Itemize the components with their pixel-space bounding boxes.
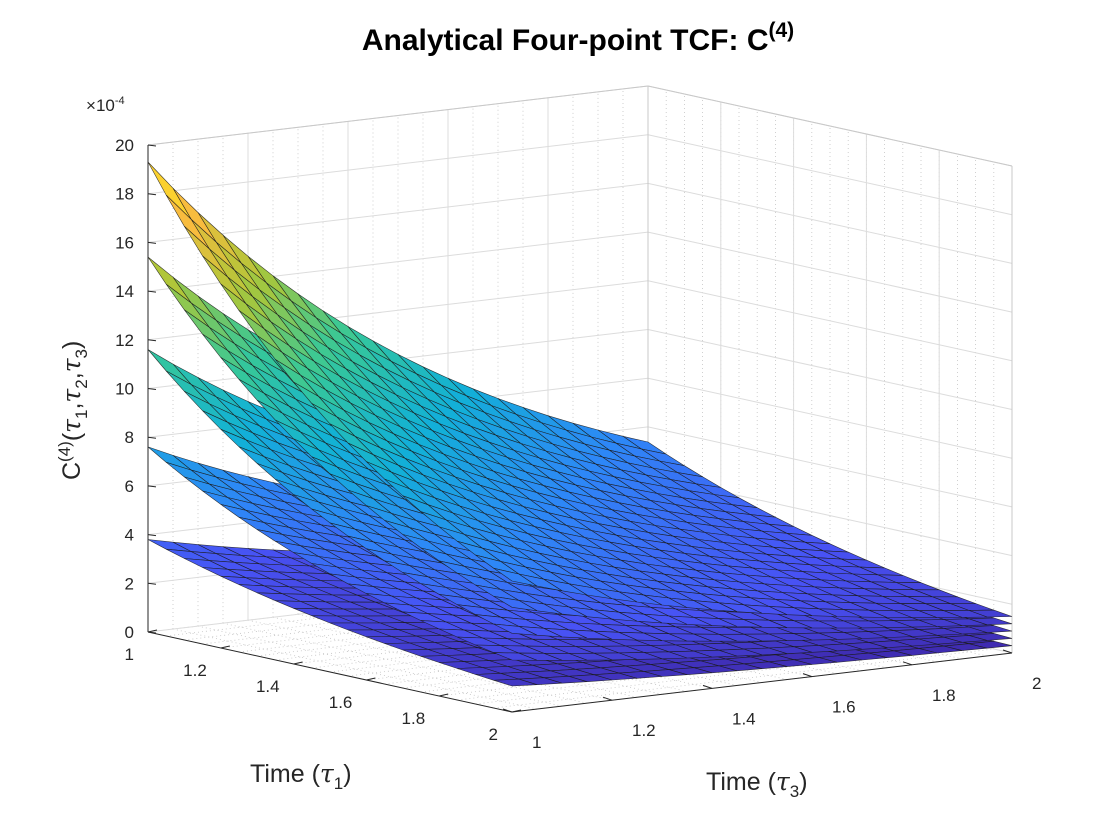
z-tick-label: 6 [125,477,134,496]
z-grid-line [647,280,1013,362]
z-tick-label: 8 [125,428,134,447]
tau3-tick-label: 1 [532,733,541,752]
z-tick-label: 2 [125,574,134,593]
tau3-axis-label: Time (τ3) [706,767,808,801]
z-tick-label: 4 [125,526,134,545]
z-tick-mark [147,339,157,342]
tau3-tick-mark [1002,649,1013,654]
z-axis-exponent: ×10-4 [86,95,125,115]
z-tick-mark [147,436,157,439]
tau1-tick-mark [511,709,522,713]
surface-patch [493,623,538,636]
tau3-tick-label: 2 [1032,674,1041,693]
z-grid-line [147,182,649,243]
tau1-axis-line [147,631,513,713]
tau1-tick-label: 1.2 [183,661,207,680]
tau1-tick-label: 2 [489,725,498,744]
z-tick-label: 10 [115,380,134,399]
z-tick-label: 0 [125,623,134,642]
z-tick-mark [147,534,157,537]
surface-layers [147,161,1013,687]
box-edge [647,85,1013,167]
tau3-tick-label: 1.2 [632,721,656,740]
z-grid-line [647,231,1013,313]
tau1-tick-label: 1.6 [329,693,353,712]
z-tick-label: 18 [115,185,134,204]
z-tick-mark [147,290,157,293]
tau3-tick-label: 1.6 [832,698,856,717]
z-grid-line [647,377,1013,459]
surface-patch [147,446,192,471]
z-axis-label: C(4)(τ1,τ2,τ3) [55,341,91,480]
z-tick-mark [147,241,157,244]
z-grid-line [147,134,649,195]
tau1-tick-label: 1 [125,645,134,664]
tau1-tick-label: 1.8 [402,709,426,728]
z-tick-label: 16 [115,233,134,252]
z-tick-mark [147,388,157,390]
z-grid-line [647,426,1013,508]
z-tick-label: 14 [115,282,134,301]
z-tick-label: 20 [115,136,134,155]
chart-title: Analytical Four-point TCF: C(4) [362,19,794,57]
z-grid-line [647,182,1013,264]
z-tick-mark [147,144,157,147]
z-grid-line [647,134,1013,216]
surface-patch [493,568,538,587]
tau1-tick-mark [366,677,376,681]
z-grid-line [647,329,1013,410]
surface-patch [493,678,538,687]
tau3-tick-mark [802,673,813,678]
tau1-tick-label: 1.4 [256,677,280,696]
tau1-tick-mark [220,645,230,649]
z-tick-mark [147,582,157,585]
tau3-tick-mark [502,708,513,713]
tau1-tick-mark [147,629,158,633]
z-tick-mark [147,193,157,196]
tau1-tick-mark [293,661,303,665]
surface-patch [493,596,538,612]
tau1-axis-label: Time (τ1) [250,759,352,793]
tau3-tick-mark [702,684,713,689]
z-tick-mark [147,485,157,488]
surface-patch [147,161,192,220]
surface-patch [147,256,192,304]
surface-layer-5 [147,161,1013,618]
tau3-tick-label: 1.8 [932,686,956,705]
tau3-tick-label: 1.4 [732,709,756,728]
tau3-axis-line [511,652,1013,713]
tau1-tick-mark [439,693,449,697]
axes: 0 2 4 6 8 10 12 14 16 18 20 1 1.2 1.4 1.6 1.8 2 1 1.2 1.4 1.… [115,136,1041,752]
tau3-tick-mark [902,661,913,666]
box-edge [147,85,649,146]
surface-patch [147,349,192,385]
z-tick-label: 12 [115,331,134,350]
surface-patch [493,652,538,661]
tau3-tick-mark [602,696,613,701]
